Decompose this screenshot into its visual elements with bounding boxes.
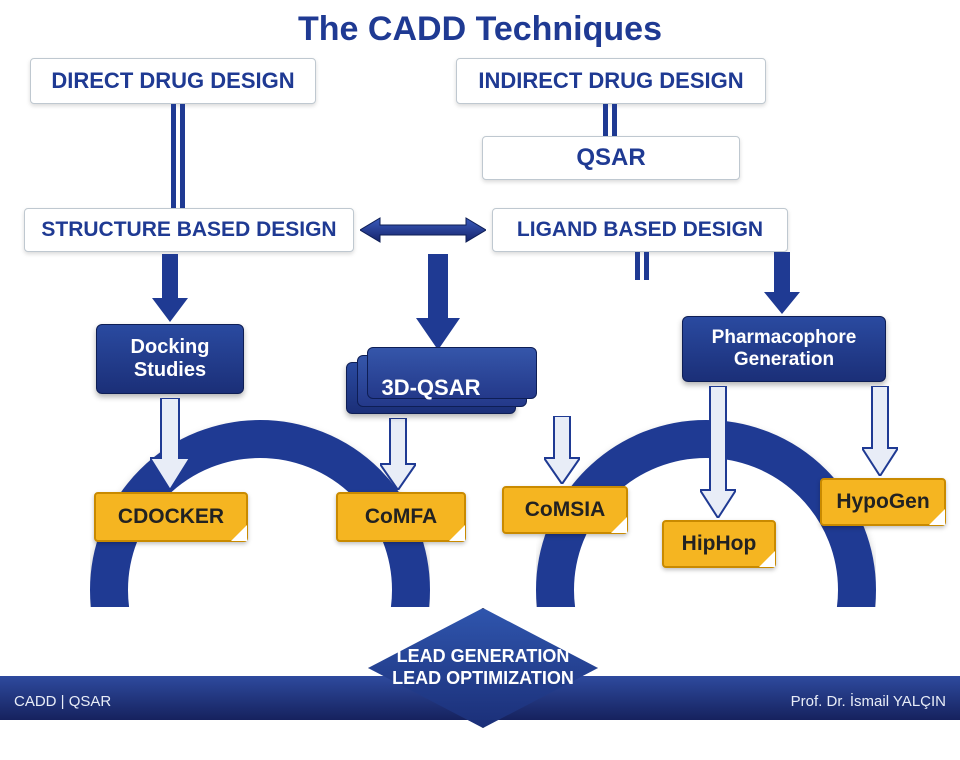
box-hypogen: HypoGen: [820, 478, 946, 526]
box-indirect-drug-design: INDIRECT DRUG DESIGN: [456, 58, 766, 104]
connector-direct-structure: [168, 104, 188, 208]
footer-right-text: Prof. Dr. İsmail YALÇIN: [791, 693, 946, 710]
lead-line1: LEAD GENERATION: [397, 646, 570, 666]
arrow-pharma-hiphop: [700, 386, 736, 518]
box-lead: LEAD GENERATION LEAD OPTIMIZATION: [368, 608, 598, 728]
arrow-to-docking: [152, 254, 188, 322]
arrow-to-pharma: [764, 252, 800, 314]
box-ligand-based-design: LIGAND BASED DESIGN: [492, 208, 788, 252]
arrow-3dqsar-comsia: [544, 416, 580, 484]
box-comfa: CoMFA: [336, 492, 466, 542]
page-title: The CADD Techniques: [298, 10, 662, 49]
footer-left-text: CADD | QSAR: [14, 693, 111, 710]
lead-line2: LEAD OPTIMIZATION: [392, 668, 574, 688]
box-pharmacophore: Pharmacophore Generation: [682, 316, 886, 382]
connector-ligand-down: [632, 252, 652, 280]
box-direct-drug-design: DIRECT DRUG DESIGN: [30, 58, 316, 104]
connector-indirect-qsar: [600, 104, 620, 136]
box-comsia: CoMSIA: [502, 486, 628, 534]
arrow-pharma-hypogen: [862, 386, 898, 476]
box-structure-based-design: STRUCTURE BASED DESIGN: [24, 208, 354, 252]
double-arrow-structure-ligand: [360, 216, 486, 244]
arrow-3dqsar-comfa: [380, 418, 416, 490]
box-qsar: QSAR: [482, 136, 740, 180]
arrow-docking-cdocker: [150, 398, 190, 490]
box-cdocker: CDOCKER: [94, 492, 248, 542]
box-3d-qsar: 3D-QSAR: [346, 362, 516, 414]
box-docking-studies: Docking Studies: [96, 324, 244, 394]
box-hiphop: HipHop: [662, 520, 776, 568]
arrow-to-3dqsar: [416, 254, 460, 350]
